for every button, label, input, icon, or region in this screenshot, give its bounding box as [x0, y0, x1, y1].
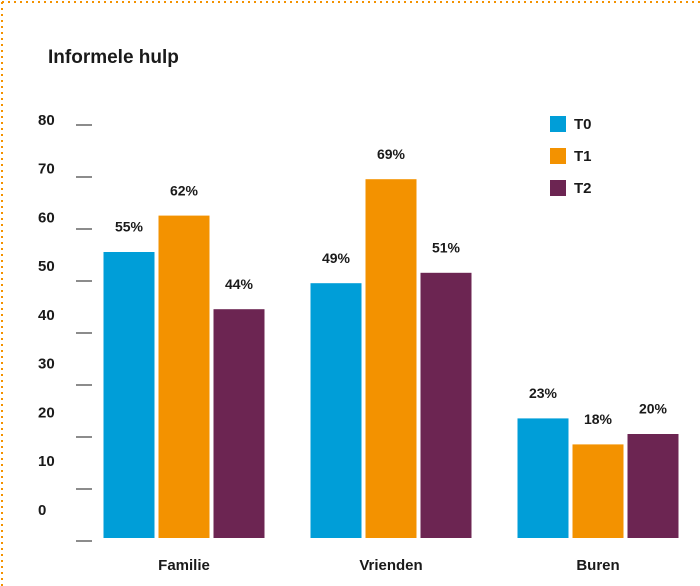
bar — [627, 434, 679, 538]
value-label: 44% — [225, 276, 254, 292]
legend-swatch — [550, 116, 566, 132]
value-label: 20% — [639, 401, 668, 417]
value-label: 51% — [432, 240, 461, 256]
y-tick-label: 30 — [38, 356, 55, 373]
y-tick-label: 40 — [38, 307, 55, 324]
y-tick-label: 20 — [38, 404, 55, 421]
value-label: 62% — [170, 182, 199, 198]
y-tick-label: 0 — [38, 502, 46, 519]
bar — [213, 309, 265, 538]
y-tick-label: 80 — [38, 112, 55, 129]
bar — [365, 179, 417, 538]
y-tick-label: 10 — [38, 453, 55, 470]
legend-label: T1 — [574, 148, 592, 165]
legend-label: T0 — [574, 116, 592, 133]
legend-swatch — [550, 180, 566, 196]
value-label: 23% — [529, 385, 558, 401]
bar — [158, 215, 210, 538]
bar — [572, 444, 624, 538]
y-tick-label: 70 — [38, 161, 55, 178]
chart-title: Informele hulp — [48, 47, 179, 68]
y-tick-label: 50 — [38, 258, 55, 275]
legend-label: T2 — [574, 180, 592, 197]
value-label: 18% — [584, 411, 613, 427]
x-tick-label: Buren — [576, 557, 619, 574]
y-tick-label: 60 — [38, 209, 55, 226]
x-tick-label: Familie — [158, 557, 210, 574]
value-label: 69% — [377, 146, 406, 162]
bar — [517, 418, 569, 538]
bar — [420, 272, 472, 538]
x-tick-label: Vrienden — [359, 557, 422, 574]
legend-swatch — [550, 148, 566, 164]
bar — [310, 283, 362, 538]
bar — [103, 252, 155, 538]
value-label: 55% — [115, 219, 144, 235]
value-label: 49% — [322, 250, 351, 266]
